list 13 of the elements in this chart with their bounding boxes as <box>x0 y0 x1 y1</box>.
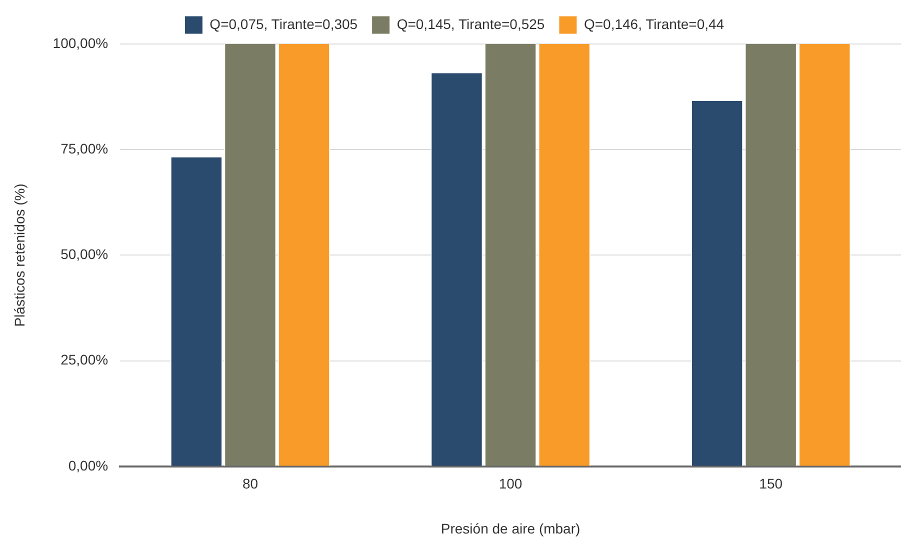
x-axis-title: Presión de aire (mbar) <box>440 520 580 536</box>
y-tick-label: 50,00% <box>60 246 108 262</box>
legend-label: Q=0,146, Tirante=0,44 <box>584 16 724 32</box>
y-axis-title: Plásticos retenidos (%) <box>11 184 28 327</box>
x-tick-label: 80 <box>242 476 258 492</box>
y-tick-label: 25,00% <box>60 352 108 368</box>
y-tick-label: 75,00% <box>60 140 108 156</box>
x-tick-label: 150 <box>759 476 783 492</box>
y-tick-label: 100,00% <box>52 34 108 51</box>
x-tick-label: 100 <box>498 476 522 492</box>
y-tick-label: 0,00% <box>68 457 108 474</box>
legend-label: Q=0,145, Tirante=0,525 <box>396 16 545 32</box>
legend-label: Q=0,075, Tirante=0,305 <box>210 16 358 32</box>
